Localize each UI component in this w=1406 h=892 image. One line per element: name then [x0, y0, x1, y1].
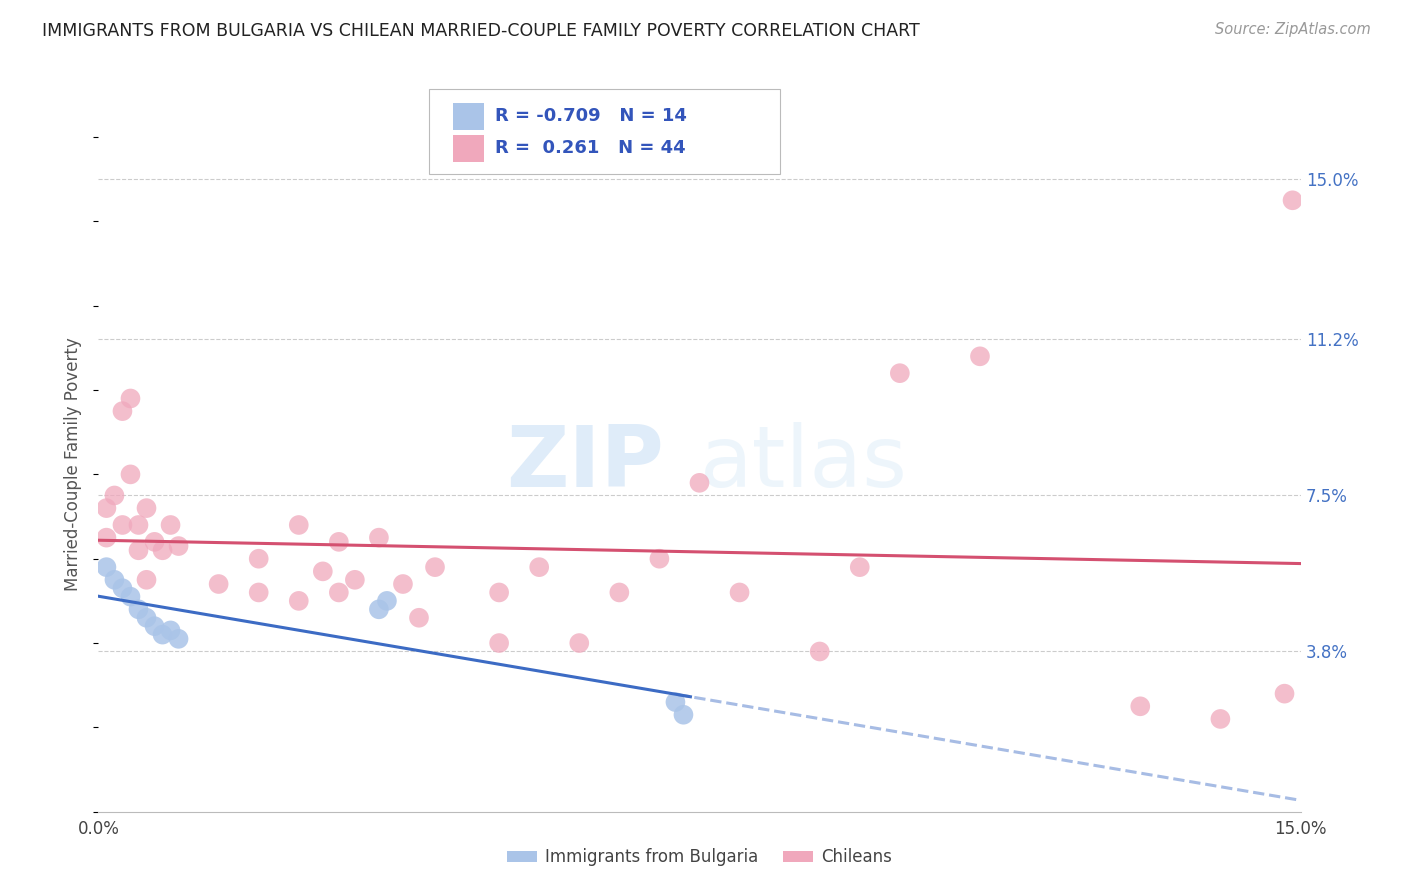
- Text: IMMIGRANTS FROM BULGARIA VS CHILEAN MARRIED-COUPLE FAMILY POVERTY CORRELATION CH: IMMIGRANTS FROM BULGARIA VS CHILEAN MARR…: [42, 22, 920, 40]
- Text: Source: ZipAtlas.com: Source: ZipAtlas.com: [1215, 22, 1371, 37]
- Point: [423, 560, 446, 574]
- Point: [128, 602, 150, 616]
- Point: [488, 585, 510, 599]
- Point: [1274, 687, 1296, 701]
- Point: [609, 585, 631, 599]
- Point: [111, 581, 134, 595]
- Point: [143, 534, 166, 549]
- Point: [128, 518, 150, 533]
- Point: [135, 611, 157, 625]
- Point: [529, 560, 551, 574]
- Point: [120, 467, 142, 482]
- Point: [808, 644, 831, 658]
- Point: [288, 594, 311, 608]
- Point: [368, 602, 391, 616]
- Point: [103, 488, 125, 502]
- Text: R = -0.709   N = 14: R = -0.709 N = 14: [495, 107, 686, 126]
- Point: [368, 531, 391, 545]
- Point: [159, 518, 181, 533]
- Text: ZIP: ZIP: [506, 422, 664, 506]
- Point: [159, 624, 181, 638]
- Point: [672, 707, 695, 722]
- Point: [167, 632, 190, 646]
- Point: [1129, 699, 1152, 714]
- Point: [889, 366, 911, 380]
- Point: [135, 573, 157, 587]
- Point: [488, 636, 510, 650]
- Point: [728, 585, 751, 599]
- Point: [568, 636, 591, 650]
- Point: [111, 404, 134, 418]
- Point: [689, 475, 711, 490]
- Point: [120, 590, 142, 604]
- Text: atlas: atlas: [700, 422, 907, 506]
- Point: [167, 539, 190, 553]
- Point: [1281, 194, 1303, 208]
- Point: [96, 560, 118, 574]
- Point: [103, 573, 125, 587]
- Point: [120, 392, 142, 406]
- Point: [664, 695, 686, 709]
- Point: [143, 619, 166, 633]
- Point: [152, 627, 174, 641]
- Point: [96, 531, 118, 545]
- Point: [328, 585, 350, 599]
- Point: [111, 518, 134, 533]
- Point: [312, 565, 335, 579]
- Point: [288, 518, 311, 533]
- Point: [648, 551, 671, 566]
- Point: [1209, 712, 1232, 726]
- Point: [392, 577, 415, 591]
- Point: [247, 551, 270, 566]
- Point: [343, 573, 366, 587]
- Point: [135, 501, 157, 516]
- Point: [375, 594, 398, 608]
- Point: [849, 560, 872, 574]
- Point: [328, 534, 350, 549]
- Legend: Immigrants from Bulgaria, Chileans: Immigrants from Bulgaria, Chileans: [501, 842, 898, 873]
- Text: R =  0.261   N = 44: R = 0.261 N = 44: [495, 139, 686, 157]
- Point: [96, 501, 118, 516]
- Point: [208, 577, 231, 591]
- Point: [969, 349, 991, 363]
- Point: [408, 611, 430, 625]
- Point: [152, 543, 174, 558]
- Y-axis label: Married-Couple Family Poverty: Married-Couple Family Poverty: [65, 337, 83, 591]
- Point: [247, 585, 270, 599]
- Point: [128, 543, 150, 558]
